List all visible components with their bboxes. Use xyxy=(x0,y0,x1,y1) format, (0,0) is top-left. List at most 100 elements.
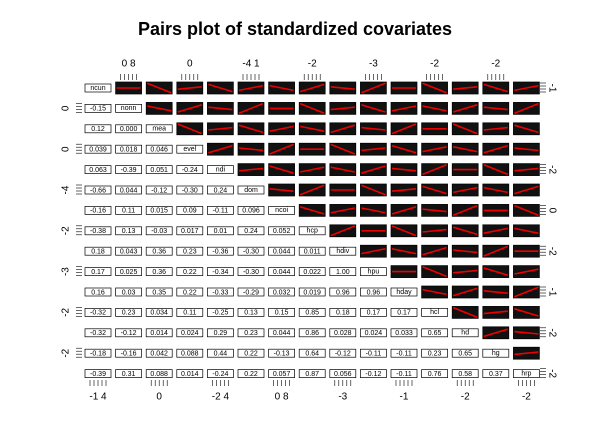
smooth-line xyxy=(361,126,386,131)
smooth-line xyxy=(391,167,417,172)
corr-value: 0.64 xyxy=(305,351,319,358)
corr-box xyxy=(298,267,326,276)
corr-value: -0.15 xyxy=(90,106,106,113)
corr-box xyxy=(115,328,142,338)
corr-box xyxy=(84,348,112,358)
corr-box xyxy=(84,124,112,134)
smooth-line xyxy=(453,146,478,153)
right-axis-label: 0 xyxy=(546,208,557,214)
bottom-axis-label: 0 xyxy=(156,392,162,403)
smooth-line xyxy=(483,83,509,93)
corr-box xyxy=(115,226,142,236)
corr-value: 0.23 xyxy=(183,249,197,256)
variable-name: ncun xyxy=(90,85,105,92)
smooth-line xyxy=(208,83,233,93)
right-axis-label: -1 xyxy=(546,288,557,297)
corr-value: 0.24 xyxy=(214,187,228,194)
corr-value: 0.17 xyxy=(397,310,411,317)
corr-box xyxy=(237,226,265,236)
corr-box xyxy=(115,308,142,317)
left-axis-label: 0 xyxy=(61,105,72,111)
corr-value: 0.088 xyxy=(150,371,168,378)
variable-name: nonn xyxy=(121,105,137,112)
corr-box xyxy=(84,287,112,297)
corr-value: 0.18 xyxy=(336,310,350,317)
bottom-axis-label: 0 8 xyxy=(275,392,289,403)
corr-value: 0.13 xyxy=(122,228,136,235)
corr-box xyxy=(329,348,357,358)
smooth-line xyxy=(299,102,325,114)
corr-box xyxy=(145,348,173,358)
corr-box xyxy=(115,348,142,358)
corr-box xyxy=(207,287,234,297)
smooth-line xyxy=(514,308,539,317)
variable-name: ncoi xyxy=(275,207,288,214)
corr-value: -0.32 xyxy=(90,330,106,337)
corr-box xyxy=(360,348,387,358)
corr-value: 1.00 xyxy=(336,269,350,276)
corr-value: 0.052 xyxy=(273,228,291,235)
smooth-line xyxy=(269,165,294,174)
left-axis-label: -2 xyxy=(61,226,72,235)
corr-value: 0.87 xyxy=(305,371,319,378)
smooth-line xyxy=(452,104,478,113)
corr-box xyxy=(451,348,479,358)
corr-box xyxy=(115,185,142,195)
smooth-line xyxy=(361,184,386,196)
corr-box xyxy=(421,369,448,378)
corr-value: 0.014 xyxy=(150,330,168,337)
smooth-line xyxy=(422,185,447,195)
variable-name: ndi xyxy=(216,166,226,173)
corr-value: 0.025 xyxy=(120,269,138,276)
corr-value: 0.044 xyxy=(273,249,291,256)
smooth-line xyxy=(238,147,264,152)
corr-box xyxy=(145,206,173,215)
diag-box xyxy=(360,267,387,276)
smooth-line xyxy=(514,147,539,152)
smooth-line xyxy=(208,106,233,111)
smooth-line xyxy=(453,186,478,194)
top-axis-label: -3 xyxy=(369,59,378,70)
corr-value: 0.37 xyxy=(489,371,503,378)
corr-box xyxy=(237,267,265,276)
smooth-line xyxy=(269,188,294,192)
corr-box xyxy=(115,206,142,215)
smooth-line xyxy=(238,124,264,134)
smooth-line xyxy=(514,167,539,172)
smooth-line xyxy=(422,228,447,233)
corr-value: -0.36 xyxy=(212,249,228,256)
corr-value: 0.024 xyxy=(181,330,199,337)
corr-value: 0.051 xyxy=(150,167,168,174)
corr-value: -0.24 xyxy=(182,167,198,174)
corr-value: -0.38 xyxy=(90,228,106,235)
corr-value: 0.028 xyxy=(334,330,352,337)
corr-box xyxy=(84,328,112,338)
left-axis-label: -4 xyxy=(61,185,72,194)
corr-value: 0.018 xyxy=(120,147,138,154)
smooth-line xyxy=(330,225,356,237)
right-axis-label: -2 xyxy=(546,165,557,174)
smooth-line xyxy=(452,306,478,318)
corr-value: -0.24 xyxy=(212,371,228,378)
variable-name: hd xyxy=(461,330,469,337)
corr-value: -0.11 xyxy=(396,371,412,378)
smooth-line xyxy=(361,207,386,214)
corr-box xyxy=(145,185,173,195)
corr-value: 0.65 xyxy=(458,351,472,358)
smooth-line xyxy=(330,106,355,111)
corr-box xyxy=(115,287,142,297)
smooth-line xyxy=(422,288,447,296)
corr-value: 0.09 xyxy=(183,208,197,215)
corr-box xyxy=(145,287,173,297)
corr-value: 0.044 xyxy=(120,187,138,194)
corr-value: 0.043 xyxy=(120,249,138,256)
bottom-axis-label: -1 xyxy=(400,392,409,403)
smooth-line xyxy=(483,310,508,315)
corr-box xyxy=(360,308,387,317)
corr-value: 0.35 xyxy=(152,289,166,296)
corr-value: -0.13 xyxy=(274,351,290,358)
corr-value: 0.088 xyxy=(181,351,199,358)
diag-box xyxy=(298,226,326,236)
smooth-line xyxy=(208,144,233,154)
diag-box xyxy=(268,206,295,215)
